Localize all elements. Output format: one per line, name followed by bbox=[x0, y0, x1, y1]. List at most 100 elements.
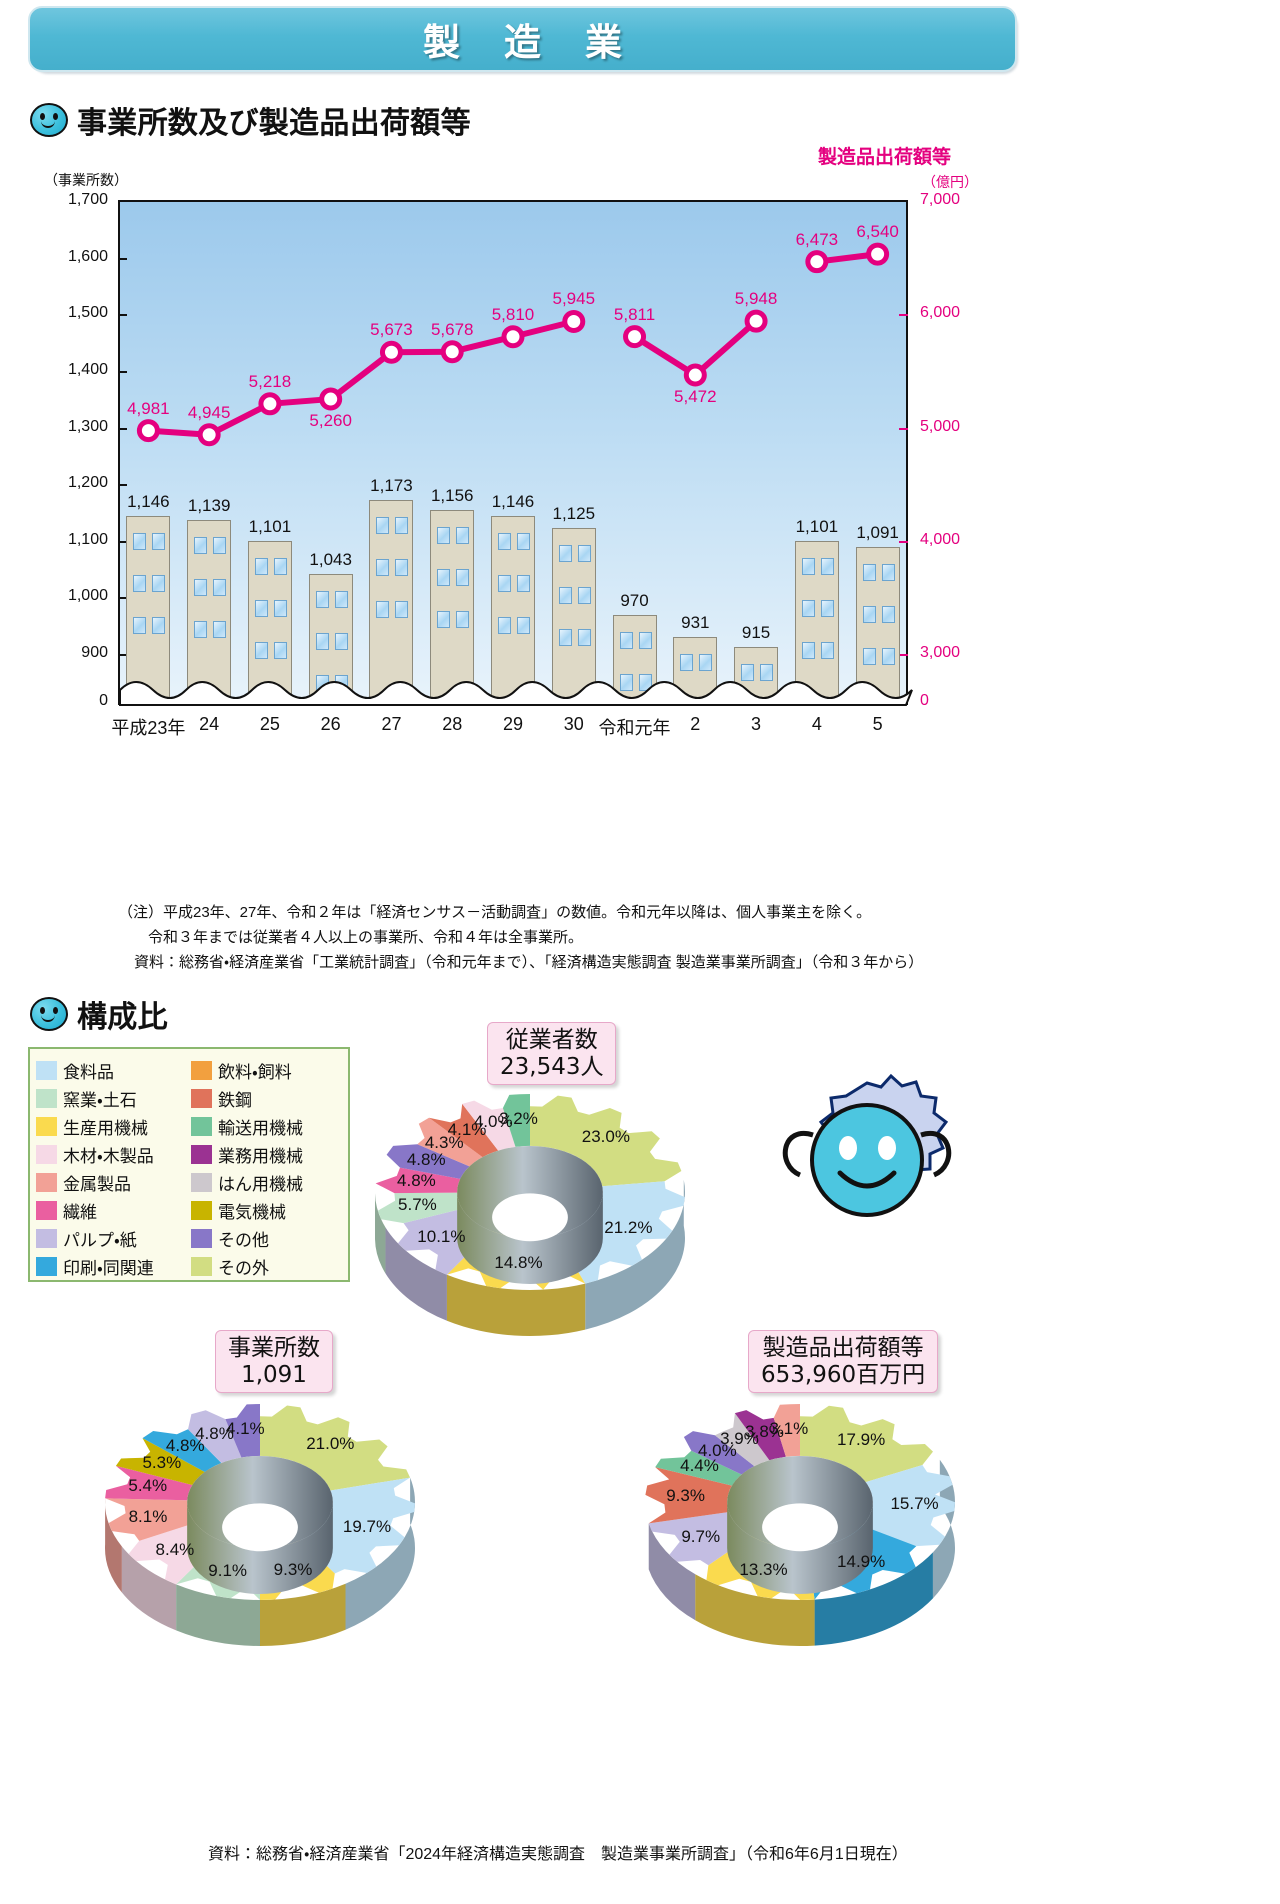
donut-slice bbox=[429, 1103, 499, 1158]
legend-swatch bbox=[36, 1088, 57, 1108]
donut-value-label: 4.0% bbox=[473, 1112, 513, 1132]
donut-slice bbox=[655, 1450, 742, 1486]
donut-slice bbox=[734, 1410, 786, 1461]
legend-item: 印刷・同関連 bbox=[36, 1252, 187, 1280]
page-header: 製 造 業 bbox=[28, 6, 1018, 74]
donut-value-label: 3.2% bbox=[499, 1108, 538, 1128]
donut-value-label: 9.3% bbox=[666, 1485, 705, 1505]
bar-window-icon bbox=[801, 600, 815, 618]
y-axis-tick-left: 1,000 bbox=[67, 587, 108, 605]
legend-label: 木材・木製品 bbox=[63, 1146, 154, 1167]
donut-slice bbox=[225, 1404, 260, 1458]
donut-slice bbox=[648, 1512, 751, 1566]
donut-slice bbox=[260, 1405, 411, 1491]
donut-value-label: 9.3% bbox=[273, 1560, 313, 1580]
section-heading-1: 事業所数及び製造品出荷額等 bbox=[30, 98, 471, 142]
legend-label: はん用機械 bbox=[218, 1174, 303, 1195]
donut-value-label: 4.3% bbox=[424, 1132, 464, 1152]
bar bbox=[369, 500, 414, 705]
legend-swatch bbox=[36, 1060, 57, 1080]
section-heading-2: 構成比 bbox=[30, 992, 168, 1036]
x-axis-label: 3 bbox=[751, 714, 762, 734]
right-axis-unit: （億円） bbox=[922, 174, 978, 190]
x-axis-label: 30 bbox=[563, 714, 584, 734]
legend-item: 輸送用機械 bbox=[191, 1112, 342, 1140]
bar-window-icon bbox=[801, 558, 815, 576]
legend-swatch bbox=[36, 1228, 57, 1248]
y-axis-tick-left: 0 bbox=[99, 692, 108, 709]
x-axis-label: 平成23年 bbox=[111, 718, 186, 738]
donut-title-employees-value: 23,543人 bbox=[500, 1053, 604, 1080]
x-axis-label: 24 bbox=[199, 714, 220, 734]
y-tick-mark-right bbox=[899, 654, 908, 656]
bar bbox=[551, 527, 596, 705]
donut-value-label: 23.0% bbox=[581, 1126, 630, 1146]
bar-window-icon bbox=[558, 586, 572, 604]
bar bbox=[187, 519, 232, 705]
bar bbox=[430, 510, 475, 705]
bar-window-icon bbox=[699, 654, 713, 672]
legend-item: 電気機械 bbox=[191, 1196, 342, 1224]
y-axis-tick-left: 1,100 bbox=[67, 530, 108, 548]
y-tick-mark-right bbox=[899, 314, 908, 317]
y-axis-tick-right: 0 bbox=[920, 692, 929, 709]
legend-item: 金属製品 bbox=[36, 1168, 187, 1196]
y-axis-tick-left: 1,300 bbox=[67, 417, 108, 435]
donut-value-label: 5.3% bbox=[142, 1453, 182, 1473]
line-value-label: 5,811 bbox=[613, 304, 656, 324]
donut-value-label: 14.8% bbox=[494, 1253, 543, 1273]
donut-title-employees: 従業者数 23,543人 bbox=[487, 1022, 617, 1086]
legend-item: 鉄鋼 bbox=[191, 1084, 342, 1112]
x-axis-label: 5 bbox=[872, 714, 883, 734]
donut-value-label: 4.1% bbox=[225, 1419, 265, 1439]
donut-slice bbox=[188, 1410, 242, 1463]
legend-label: 窯業・土石 bbox=[63, 1090, 137, 1111]
donut-value-label: 5.4% bbox=[128, 1476, 168, 1496]
y-axis-tick-right: 4,000 bbox=[920, 530, 961, 548]
bar-window-icon bbox=[152, 616, 166, 634]
line-value-label: 5,948 bbox=[734, 289, 778, 309]
x-axis-label: 2 bbox=[690, 714, 701, 734]
donut-value-label: 4.8% bbox=[406, 1150, 446, 1170]
line-value-label: 4,945 bbox=[187, 402, 231, 422]
donut-value-label: 17.9% bbox=[837, 1429, 886, 1449]
bar-value-label: 1,146 bbox=[127, 491, 170, 511]
donut-value-label: 14.9% bbox=[837, 1552, 886, 1572]
legend-swatch bbox=[36, 1200, 57, 1220]
bar bbox=[855, 546, 900, 705]
y-tick-mark-left bbox=[118, 540, 127, 543]
bar-window-icon bbox=[315, 633, 329, 651]
bar-window-icon bbox=[619, 632, 633, 650]
legend-swatch bbox=[191, 1172, 212, 1192]
bar-window-icon bbox=[638, 632, 652, 650]
legend-item: その他 bbox=[191, 1224, 342, 1252]
bar-window-icon bbox=[437, 527, 451, 545]
donut-slice bbox=[502, 1094, 530, 1147]
bar-window-icon bbox=[881, 605, 895, 623]
left-axis-unit: （事業所数） bbox=[44, 172, 128, 188]
donut-value-label: 19.7% bbox=[342, 1517, 392, 1537]
bar-window-icon bbox=[254, 642, 268, 660]
legend-label: 輸送用機械 bbox=[218, 1118, 303, 1139]
donut-slice bbox=[773, 1404, 800, 1457]
y-tick-mark-right bbox=[899, 540, 908, 543]
composition-source-note: 資料：総務省・経済産業省「2024年経済構造実態調査 製造業事業所調査」（令和6… bbox=[208, 1846, 908, 1863]
donut-value-label: 4.8% bbox=[195, 1424, 234, 1444]
donut-title-establishments-value: 1,091 bbox=[241, 1361, 307, 1388]
donut-slice bbox=[714, 1413, 770, 1467]
y-axis-tick-left: 1,400 bbox=[67, 360, 108, 378]
donut-value-label: 3.9% bbox=[720, 1429, 759, 1449]
page-title: 製 造 業 bbox=[423, 21, 638, 64]
bar-value-label: 931 bbox=[681, 613, 710, 633]
bar bbox=[126, 515, 171, 705]
y-tick-mark-right bbox=[899, 427, 908, 430]
bar-window-icon bbox=[254, 600, 268, 618]
donut-chart-employees-composition bbox=[375, 1094, 685, 1336]
bar-window-icon bbox=[820, 642, 834, 660]
section-2-title: 構成比 bbox=[77, 1000, 168, 1035]
donut-title-shipments: 製造品出荷額等 653,960百万円 bbox=[748, 1330, 939, 1394]
donut-slice bbox=[462, 1100, 516, 1151]
legend-item: 窯業・土石 bbox=[36, 1084, 187, 1112]
bar-window-icon bbox=[194, 578, 208, 596]
bar-window-icon bbox=[395, 559, 409, 577]
